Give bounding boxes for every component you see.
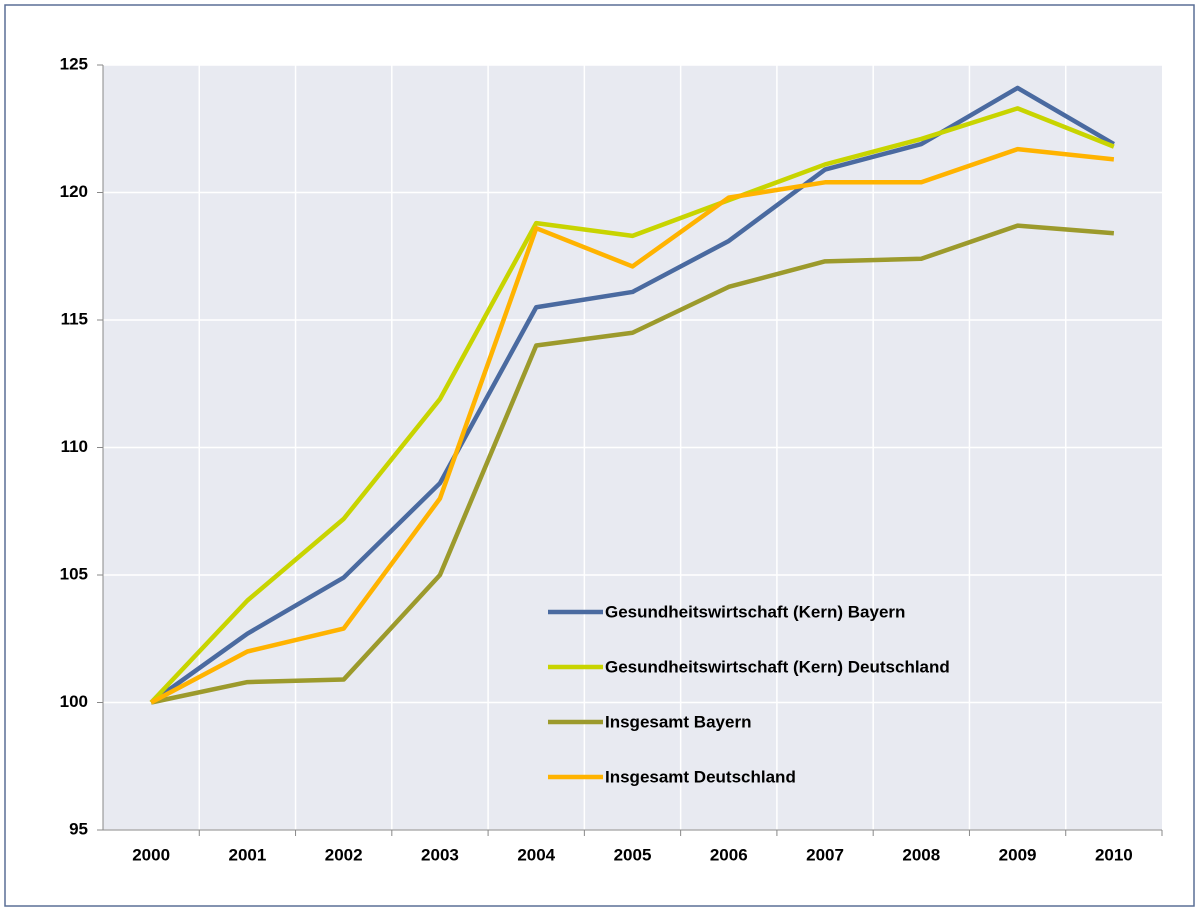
y-tick-label: 100 <box>60 692 88 711</box>
y-tick-label: 95 <box>69 819 88 838</box>
x-tick-label: 2009 <box>999 845 1037 864</box>
y-tick-label: 105 <box>60 564 88 583</box>
legend-label: Gesundheitswirtschaft (Kern) Bayern <box>605 602 905 621</box>
series-line <box>149 85 1115 705</box>
series-line <box>150 223 1115 705</box>
x-tick-label: 2007 <box>806 845 844 864</box>
series-line <box>149 106 1115 705</box>
x-tick-label: 2000 <box>132 845 170 864</box>
series-line <box>150 146 1115 705</box>
x-tick-label: 2003 <box>421 845 459 864</box>
x-tick-label: 2002 <box>325 845 363 864</box>
y-tick-label: 115 <box>61 309 88 328</box>
legend-label: Insgesamt Deutschland <box>605 767 796 786</box>
x-tick-label: 2005 <box>614 845 652 864</box>
y-tick-label: 120 <box>60 182 88 201</box>
legend-label: Gesundheitswirtschaft (Kern) Deutschland <box>605 657 950 676</box>
x-tick-label: 2001 <box>228 845 266 864</box>
y-tick-label: 125 <box>60 54 88 73</box>
x-tick-label: 2006 <box>710 845 748 864</box>
y-tick-label: 110 <box>61 437 88 456</box>
legend-label: Insgesamt Bayern <box>605 712 751 731</box>
x-tick-label: 2010 <box>1095 845 1133 864</box>
x-tick-label: 2008 <box>902 845 940 864</box>
x-tick-label: 2004 <box>517 845 555 864</box>
